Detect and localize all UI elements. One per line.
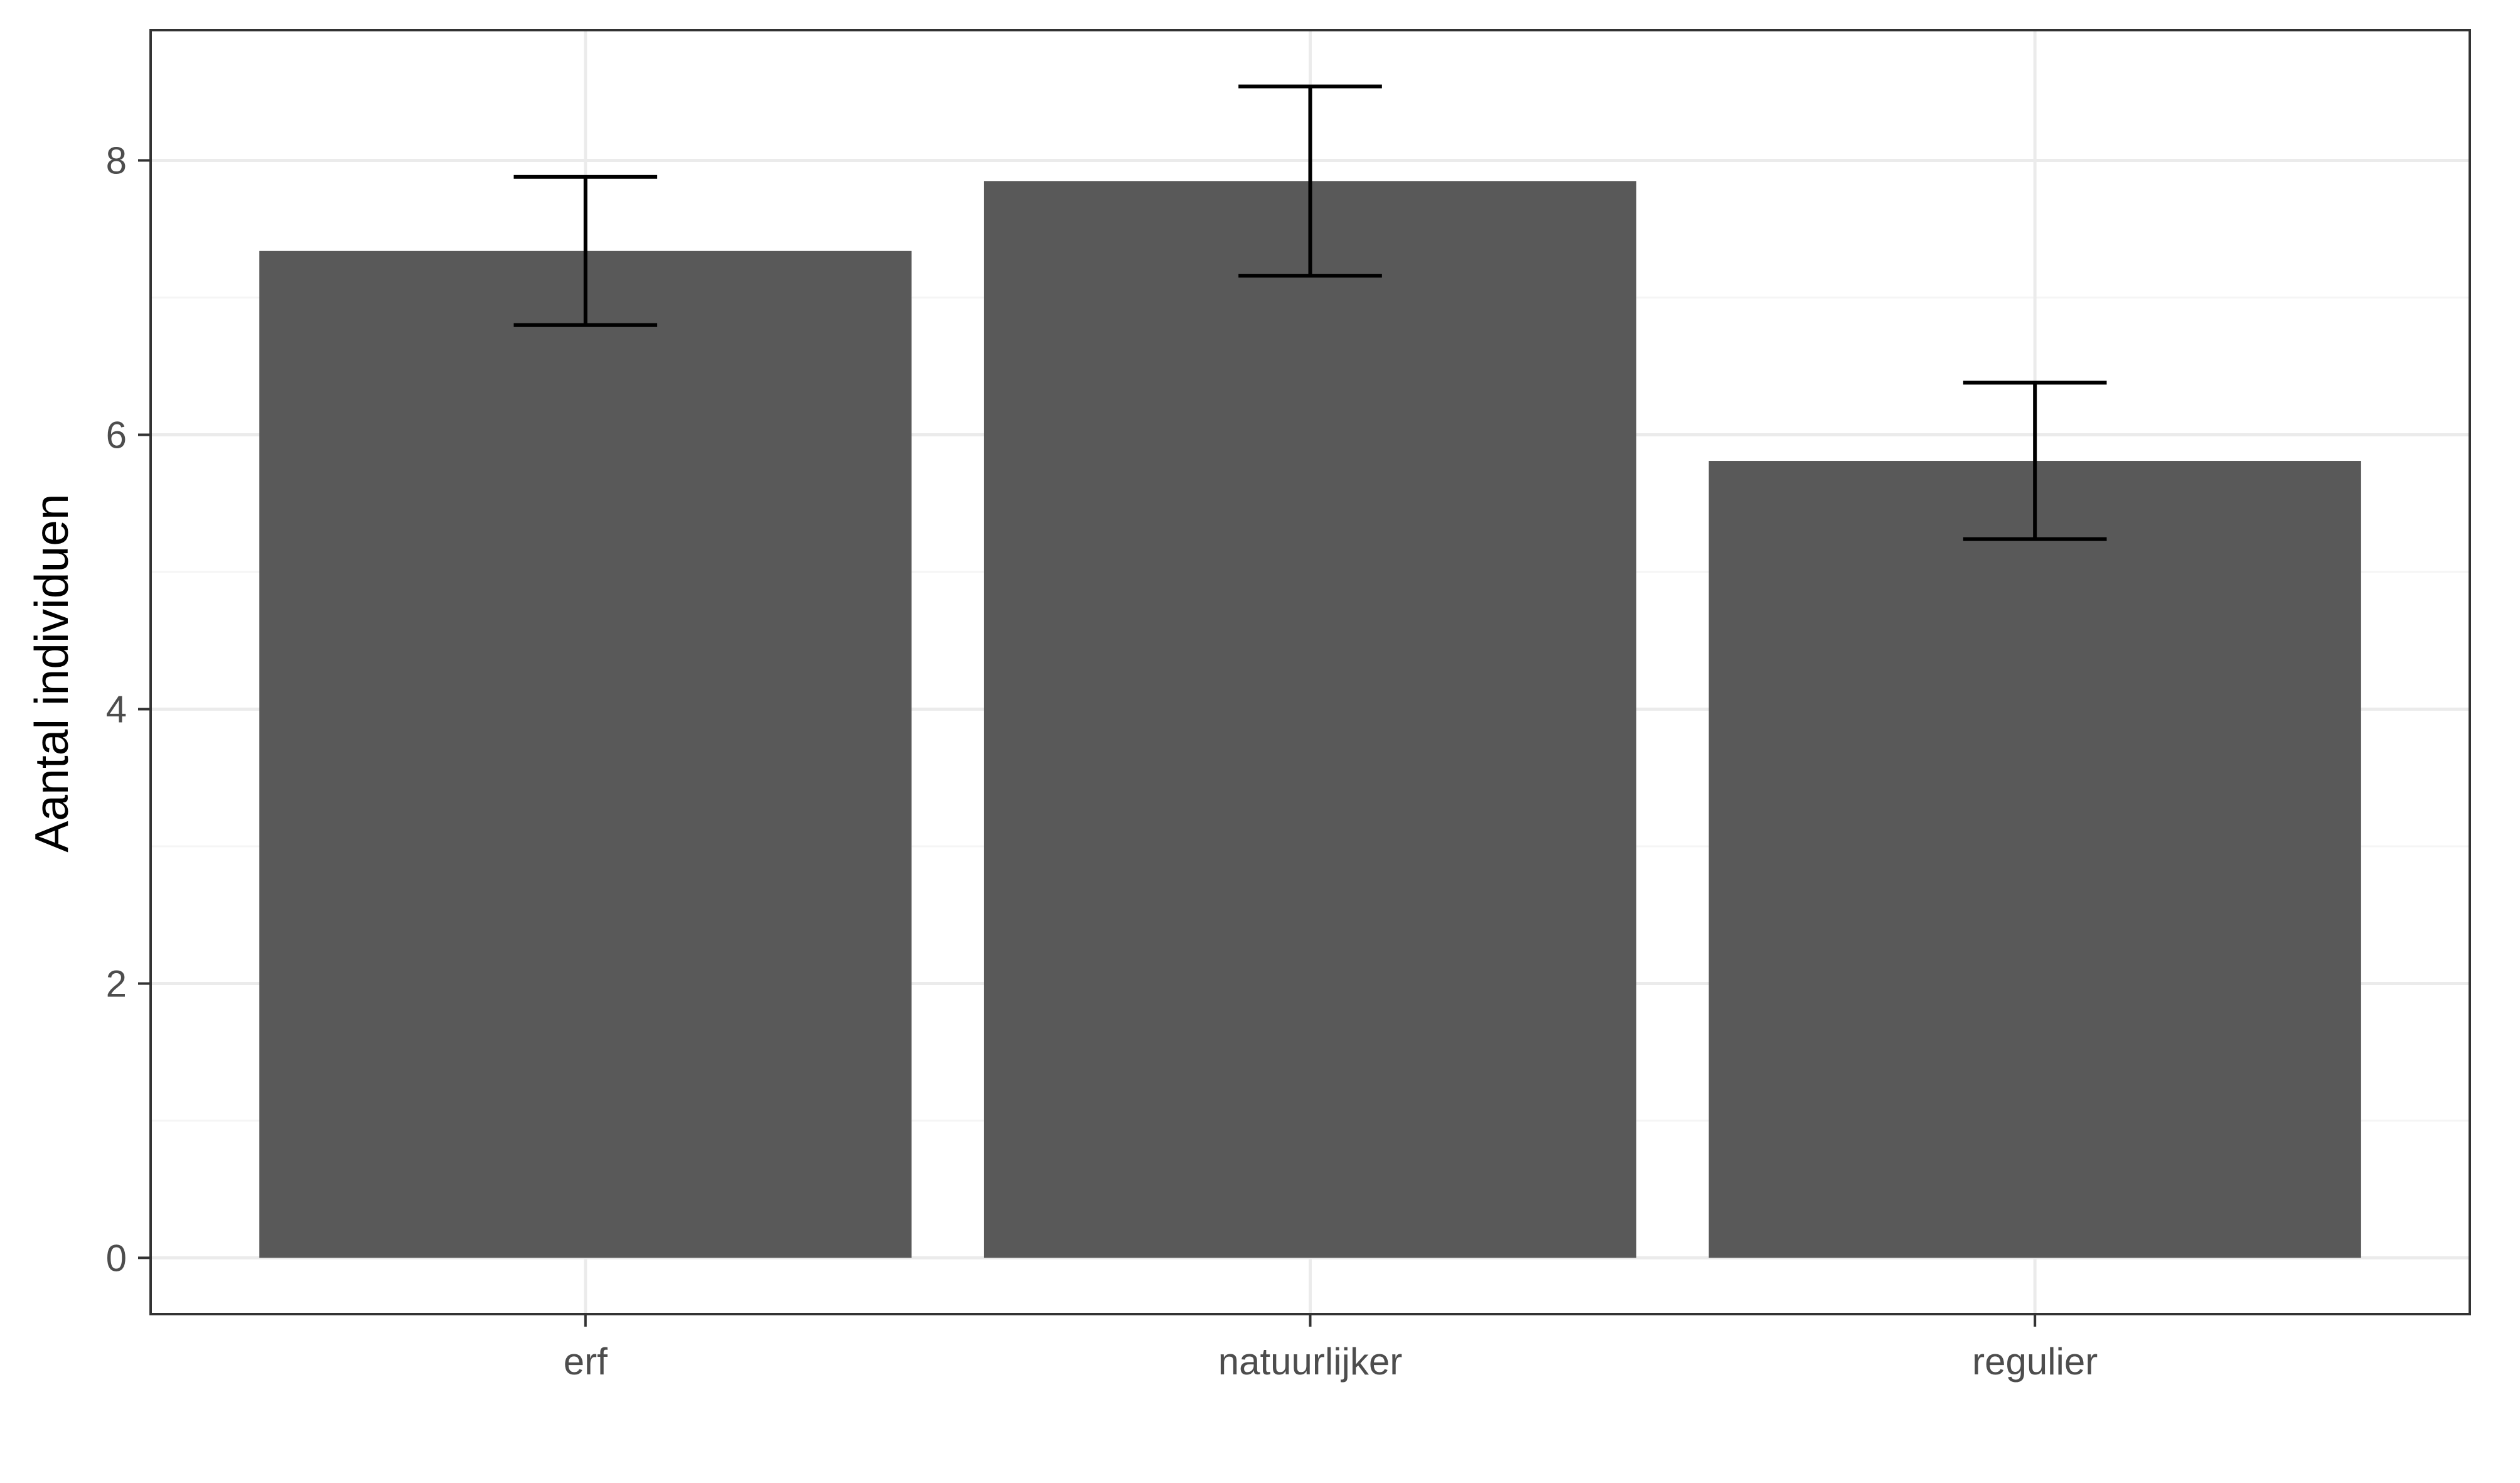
y-tick-label: 0: [106, 1237, 127, 1279]
x-tick-label-natuurlijker: natuurlijker: [1218, 1340, 1402, 1383]
y-tick-label: 2: [106, 963, 127, 1005]
bar-erf: [259, 251, 912, 1258]
axis-ticks: [138, 159, 2037, 1327]
error-bars: [513, 84, 2107, 541]
y-tick-label: 8: [106, 140, 127, 182]
y-axis-tick-labels: 0 2 4 6 8: [106, 140, 127, 1280]
y-tick-label: 4: [106, 688, 127, 730]
x-tick-label-regulier: regulier: [1972, 1340, 2098, 1383]
x-tick-label-erf: erf: [564, 1340, 608, 1383]
bars: [259, 181, 2361, 1258]
bar-natuurlijker: [984, 181, 1637, 1258]
y-tick-label: 6: [106, 414, 127, 456]
x-axis-tick-labels: erf natuurlijker regulier: [564, 1340, 2098, 1383]
bar-regulier: [1708, 461, 2361, 1258]
y-axis-title: Aantal individuen: [25, 493, 78, 852]
